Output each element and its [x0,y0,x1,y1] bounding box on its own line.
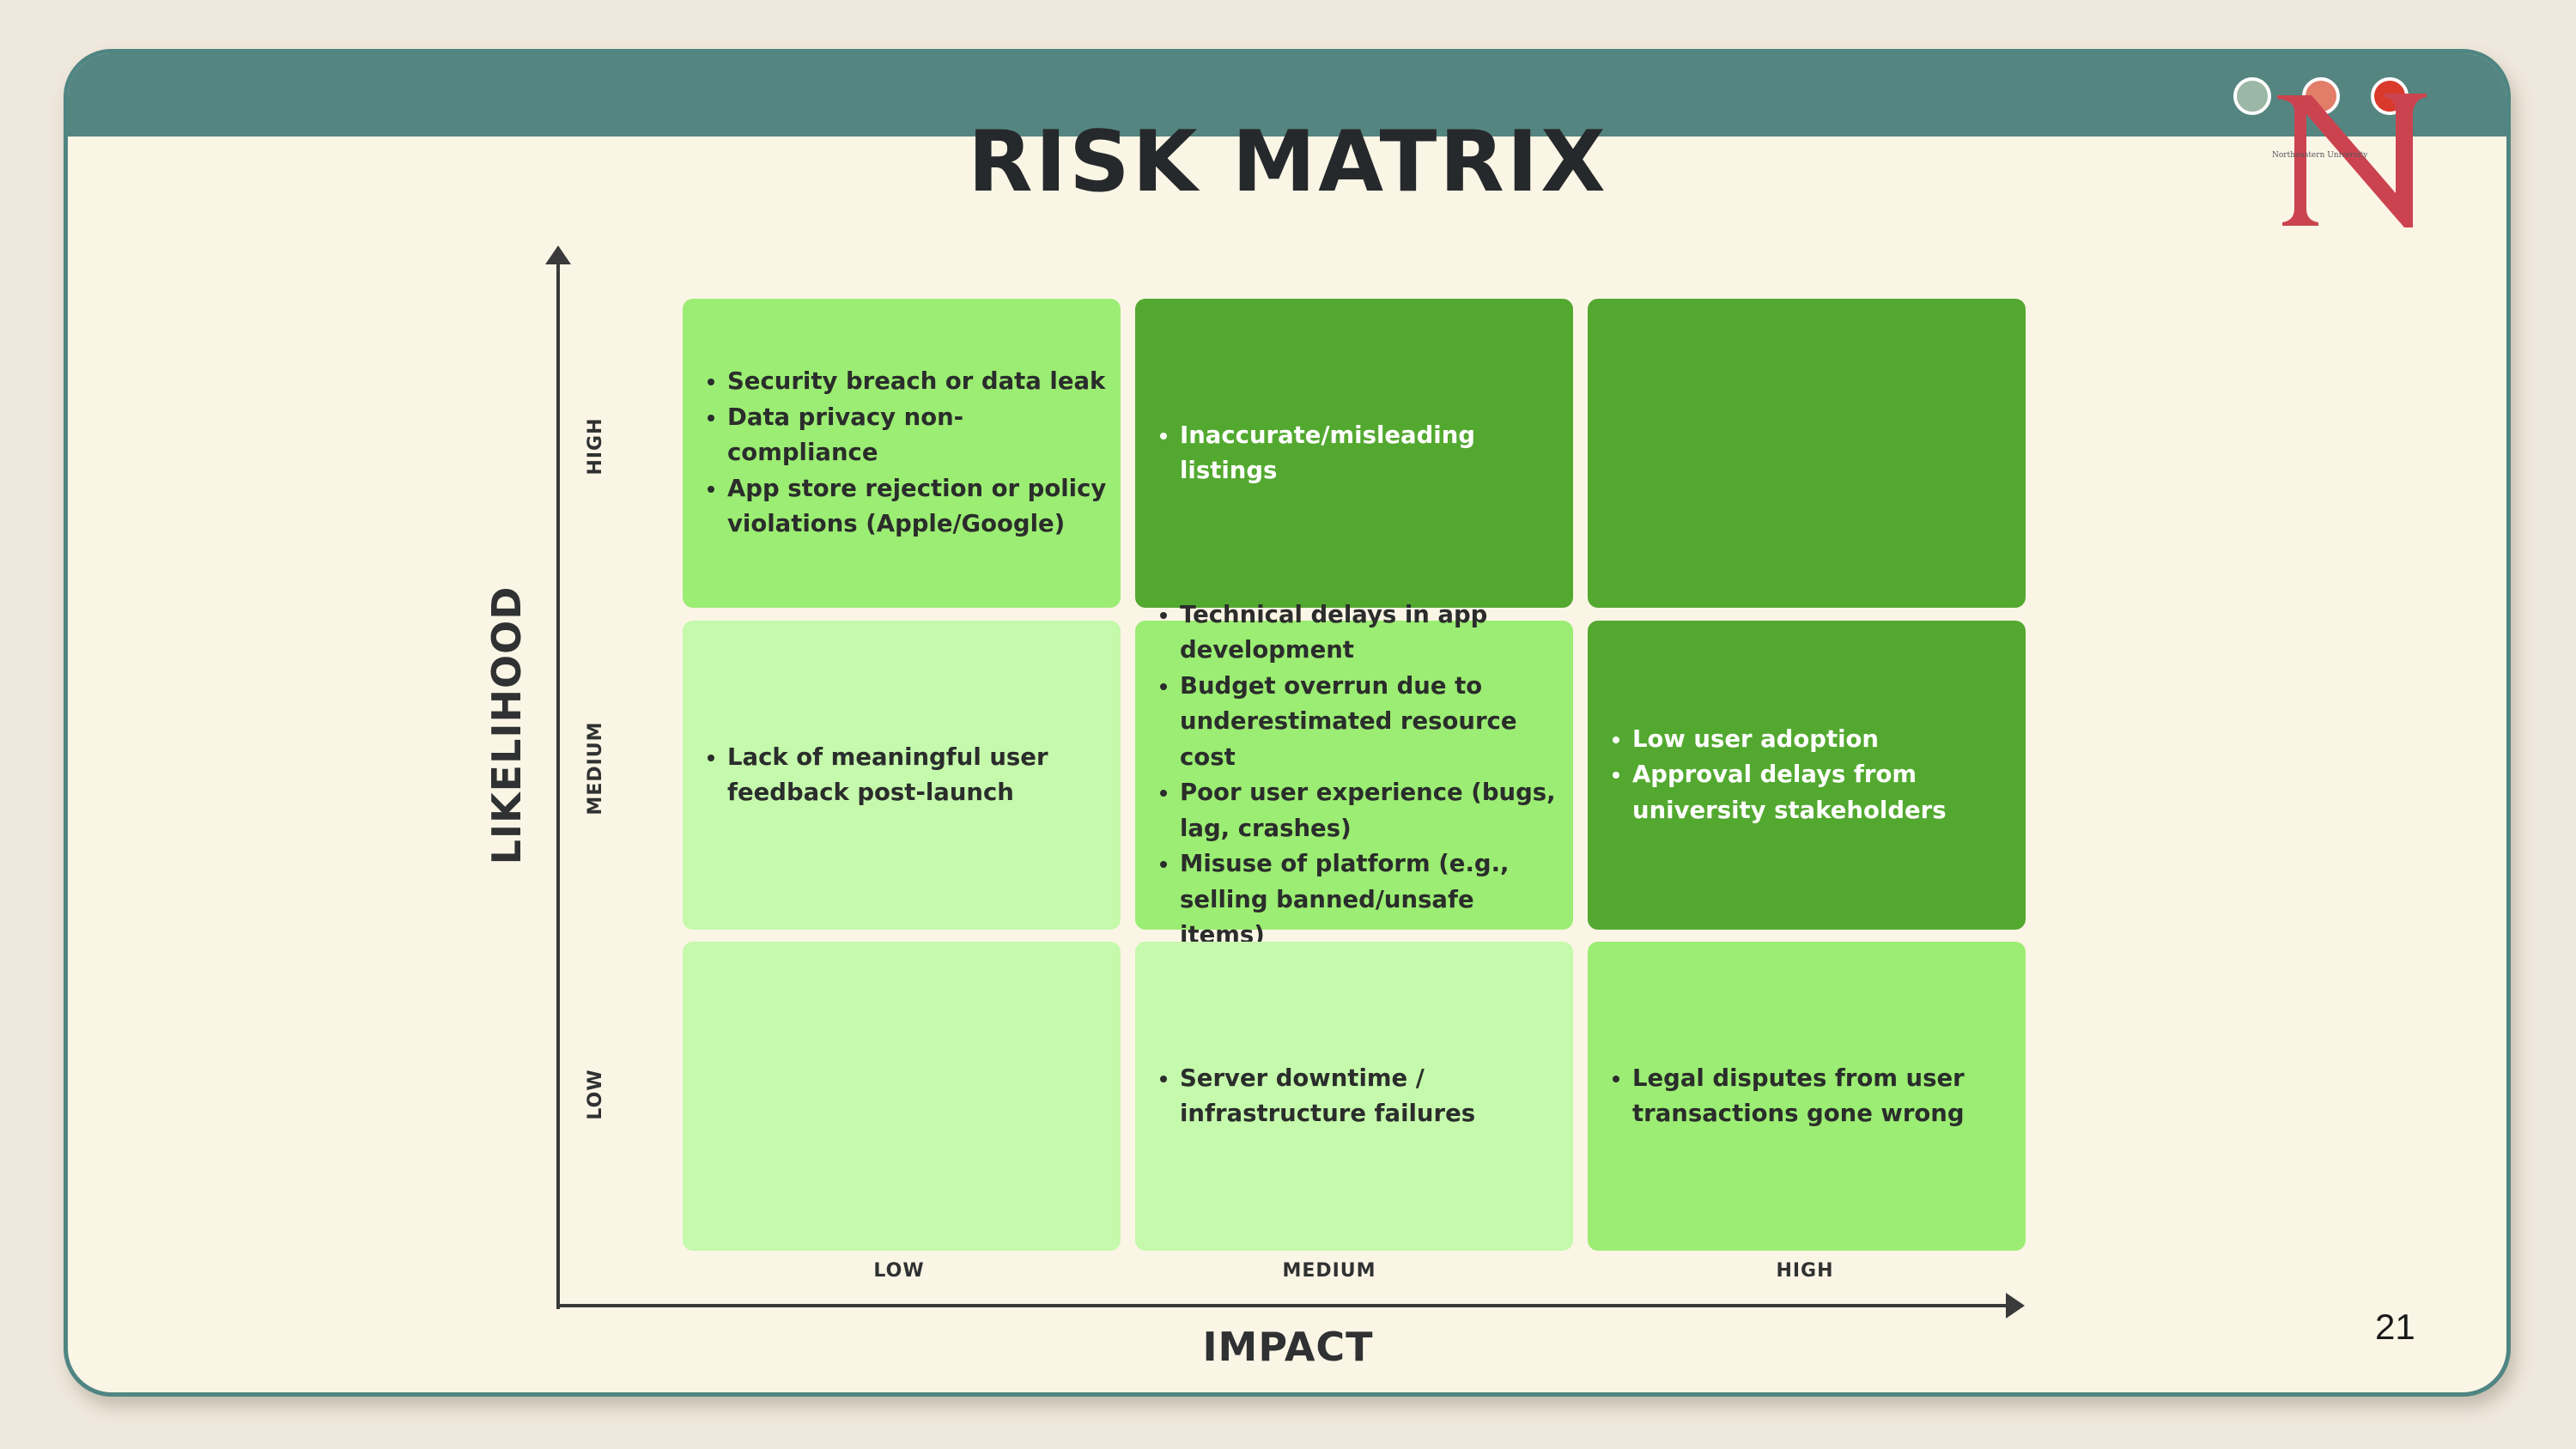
page-title: RISK MATRIX [968,113,1608,211]
x-tick-high: HIGH [1776,1260,1834,1282]
risk-item: Legal disputes from user transactions go… [1632,1061,2014,1132]
y-axis-title: LIKELIHOOD [483,585,530,865]
risk-item: Inaccurate/misleading listings [1180,418,1561,489]
risk-item: Technical delays in app development [1180,597,1561,669]
risk-item: Low user adoption [1632,722,2014,758]
x-axis-line [556,1304,2016,1307]
x-tick-medium: MEDIUM [1282,1260,1376,1282]
risk-item: App store rejection or policy violations… [727,471,1109,543]
page-number: 21 [2375,1307,2415,1347]
cell-low-likelihood-medium-impact: Server downtime / infrastructure failure… [1135,942,1573,1251]
risk-list: Legal disputes from user transactions go… [1608,1061,2014,1132]
risk-item: Lack of meaningful user feedback post-la… [727,740,1109,811]
risk-list: Inaccurate/misleading listings [1156,418,1561,489]
cell-low-likelihood-low-impact [683,942,1121,1251]
risk-item: Server downtime / infrastructure failure… [1180,1061,1561,1132]
cell-high-likelihood-high-impact [1588,299,2026,608]
logo-wordmark: Northeastern University [2272,151,2368,160]
university-logo: Northeastern University [2272,94,2427,227]
cell-medium-likelihood-medium-impact: Technical delays in app developmentBudge… [1135,601,1573,949]
risk-list: Lack of meaningful user feedback post-la… [703,740,1109,811]
cell-low-likelihood-high-impact: Legal disputes from user transactions go… [1588,942,2026,1251]
y-axis-arrow-icon [545,246,571,264]
y-tick-low: LOW [585,1069,606,1120]
risk-list: Low user adoptionApproval delays from un… [1608,722,2014,829]
cell-high-likelihood-low-impact: Security breach or data leakData privacy… [683,299,1121,608]
logo-letter-n [2277,94,2427,227]
risk-list: Technical delays in app developmentBudge… [1156,597,1561,954]
cell-medium-likelihood-high-impact: Low user adoptionApproval delays from un… [1588,621,2026,930]
x-tick-low: LOW [873,1260,925,1282]
y-tick-high: HIGH [585,417,606,476]
risk-list: Server downtime / infrastructure failure… [1156,1061,1561,1132]
cell-medium-likelihood-low-impact: Lack of meaningful user feedback post-la… [683,621,1121,930]
risk-item: Approval delays from university stakehol… [1632,757,2014,828]
risk-list: Security breach or data leakData privacy… [703,364,1109,543]
cell-high-likelihood-medium-impact: Inaccurate/misleading listings [1135,299,1573,608]
y-axis-line [556,251,560,1309]
risk-item: Budget overrun due to underestimated res… [1180,669,1561,776]
x-axis-title: IMPACT [1202,1324,1374,1370]
risk-item: Data privacy non-compliance [727,400,1109,471]
risk-item: Misuse of platform (e.g., selling banned… [1180,846,1561,954]
green-dot-icon[interactable] [2233,77,2271,115]
x-axis-arrow-icon [2006,1293,2025,1319]
y-tick-medium: MEDIUM [585,721,606,815]
risk-item: Poor user experience (bugs, lag, crashes… [1180,775,1561,846]
risk-item: Security breach or data leak [727,364,1109,400]
